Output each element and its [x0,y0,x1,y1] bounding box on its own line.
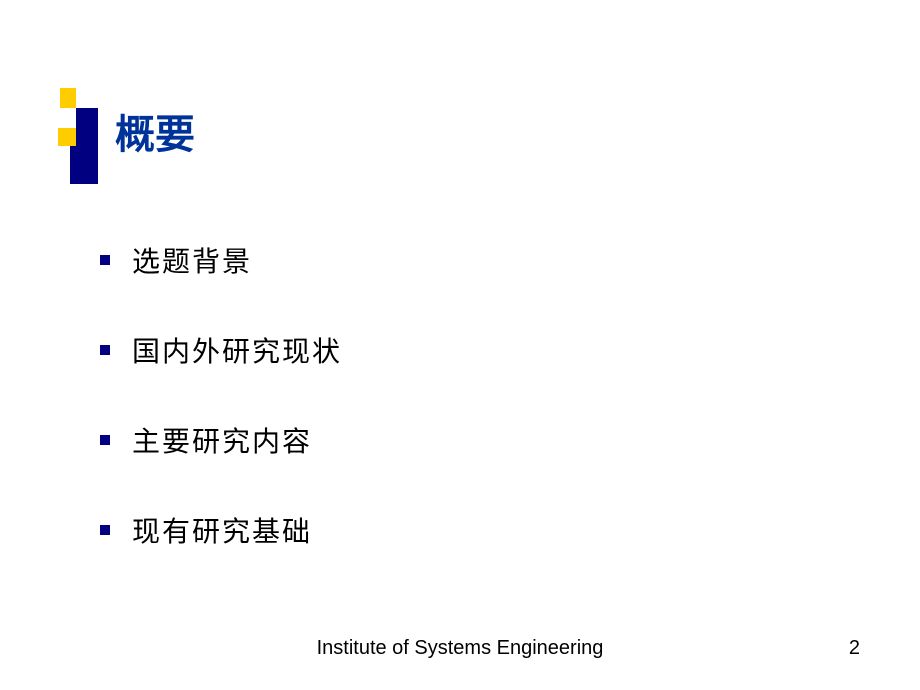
bullet-text: 主要研究内容 [132,420,312,460]
list-item: 选题背景 [100,240,342,280]
slide-title: 概要 [115,102,195,160]
list-item: 主要研究内容 [100,420,342,460]
title-decoration [40,88,100,183]
bullet-marker-icon [100,345,110,355]
bullet-text: 选题背景 [132,240,252,280]
bullet-marker-icon [100,435,110,445]
accent-yellow-1 [60,88,76,108]
accent-navy-1 [76,108,98,148]
accent-navy-2 [70,146,98,184]
list-item: 现有研究基础 [100,510,342,550]
bullet-text: 国内外研究现状 [132,330,342,370]
accent-yellow-2 [58,128,76,146]
bullet-text: 现有研究基础 [132,510,312,550]
list-item: 国内外研究现状 [100,330,342,370]
footer-text: Institute of Systems Engineering [0,637,920,660]
bullet-list: 选题背景 国内外研究现状 主要研究内容 现有研究基础 [100,240,342,600]
bullet-marker-icon [100,525,110,535]
bullet-marker-icon [100,255,110,265]
page-number: 2 [849,637,860,660]
